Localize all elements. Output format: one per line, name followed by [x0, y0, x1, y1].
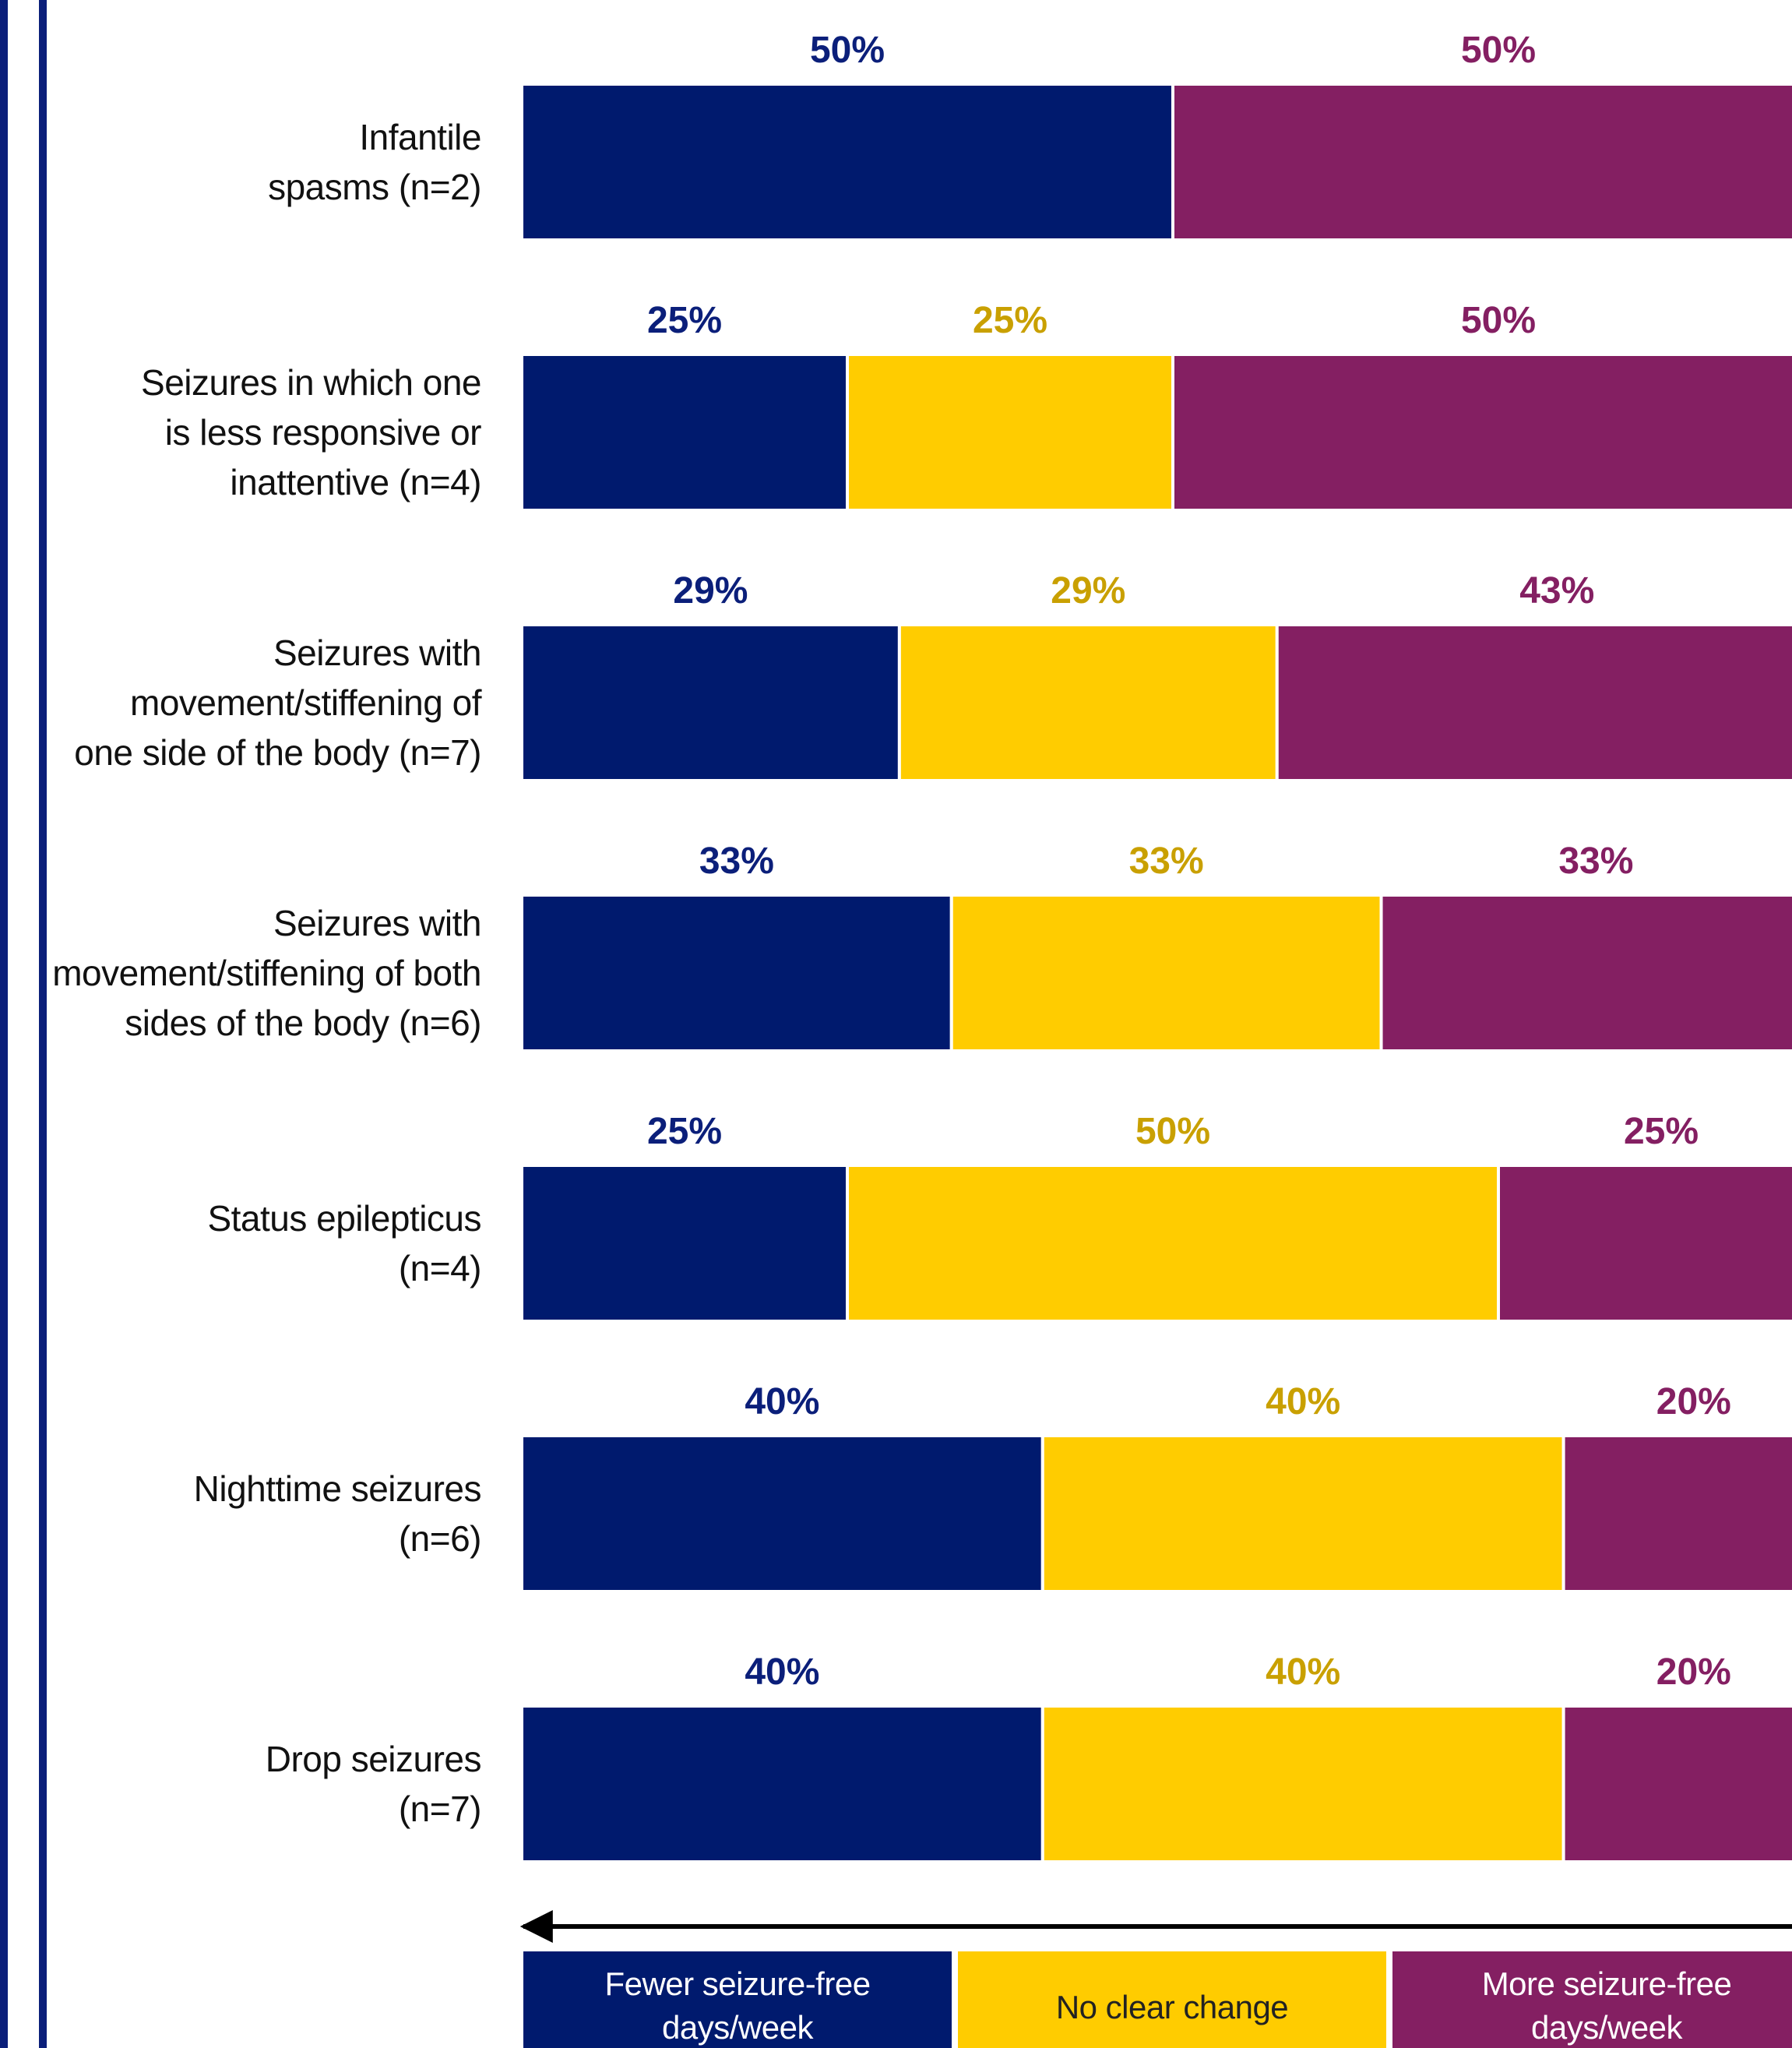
value-label-no_change: 33%: [1129, 841, 1204, 882]
bar-segment-fewer: [520, 623, 901, 782]
category-label-line: Seizures in which one: [141, 362, 481, 403]
bar-segment-no_change: [846, 353, 1174, 512]
value-label-no_change: 50%: [1135, 1111, 1210, 1152]
value-label-no_change: 25%: [973, 300, 1047, 341]
category-label-line: inattentive (n=4): [230, 462, 481, 502]
value-label-no_change: 40%: [1266, 1381, 1340, 1422]
bar-segment-no_change: [897, 623, 1279, 782]
frame-line-inner: [39, 0, 47, 2048]
bar-row: Drop seizures (n=7) 40% 40% 20%: [266, 1651, 1792, 1863]
bar-row: Infantile spasms (n=2) 50% 50%: [268, 30, 1792, 241]
category-label: Status epilepticus (n=4): [207, 1198, 481, 1288]
legend-label-more: More seizure-free days/week: [1482, 1965, 1732, 2046]
value-label-fewer: 40%: [745, 1651, 819, 1693]
value-label-fewer: 40%: [745, 1381, 819, 1422]
value-label-fewer: 25%: [647, 1111, 722, 1152]
value-label-more: 20%: [1656, 1651, 1731, 1693]
bar-segment-more: [1379, 894, 1792, 1052]
category-label-line: Seizures with: [273, 903, 481, 943]
value-label-more: 33%: [1558, 841, 1633, 882]
value-label-more: 50%: [1461, 300, 1536, 341]
category-label: Seizures with movement/stiffening of one s…: [74, 633, 481, 773]
bar-segment-fewer: [520, 894, 953, 1052]
bar-segment-more: [1561, 1434, 1792, 1593]
value-label-no_change: 29%: [1051, 570, 1125, 612]
bar-segment-more: [1171, 353, 1792, 512]
bar-segment-fewer: [520, 83, 1174, 241]
category-label-line: Drop seizures: [266, 1739, 481, 1779]
legend-label-line: No clear change: [1056, 1989, 1288, 2025]
category-label-line: movement/stiffening of both: [52, 953, 481, 993]
category-label: Seizures in which one is less responsive …: [141, 362, 481, 502]
legend-label-fewer: Fewer seizure-free days/week: [604, 1965, 870, 2046]
bar-segment-fewer: [520, 1164, 849, 1323]
value-label-more: 25%: [1624, 1111, 1699, 1152]
bar-segment-fewer: [520, 1704, 1044, 1863]
value-label-fewer: 33%: [699, 841, 774, 882]
bar-segment-fewer: [520, 353, 849, 512]
value-label-fewer: 50%: [810, 30, 885, 71]
bar-segment-fewer: [520, 1434, 1044, 1593]
value-label-fewer: 25%: [647, 300, 722, 341]
category-label-line: (n=7): [399, 1789, 481, 1829]
bar-segment-no_change: [1040, 1704, 1565, 1863]
legend-label-line: days/week: [662, 2009, 814, 2046]
value-label-more: 50%: [1461, 30, 1536, 71]
category-label-line: one side of the body (n=7): [74, 732, 481, 773]
value-label-more: 20%: [1656, 1381, 1731, 1422]
category-label-line: (n=4): [399, 1248, 481, 1288]
legend-label-line: Fewer seizure-free: [604, 1965, 870, 2002]
category-label-line: is less responsive or: [165, 412, 481, 453]
bar-row: Seizures with movement/stiffening of both…: [52, 841, 1792, 1052]
value-label-no_change: 40%: [1266, 1651, 1340, 1693]
legend-swatch-more: [1392, 1951, 1792, 2048]
category-label: Drop seizures (n=7): [266, 1739, 481, 1829]
bar-segment-more: [1275, 623, 1792, 782]
bar-row: Nighttime seizures (n=6) 40% 40% 20%: [194, 1381, 1792, 1593]
category-label: Seizures with movement/stiffening of both…: [52, 903, 481, 1043]
value-label-fewer: 29%: [673, 570, 748, 612]
bar-rows: Infantile spasms (n=2) 50% 50% Seizures in w…: [52, 30, 1792, 1863]
category-label-line: Status epilepticus: [207, 1198, 481, 1239]
category-label: Infantile spasms (n=2): [268, 117, 481, 207]
bar-segment-more: [1497, 1164, 1792, 1323]
bar-segment-more: [1561, 1704, 1792, 1863]
legend: Fewer seizure-free days/week No clear chan…: [523, 1951, 1792, 2048]
bar-row: Seizures in which one is less responsive …: [141, 300, 1792, 512]
bar-row: Status epilepticus (n=4) 25% 50% 25%: [207, 1111, 1792, 1323]
bar-row: Seizures with movement/stiffening of one s…: [74, 570, 1792, 782]
bar-segment-more: [1171, 83, 1792, 241]
category-label-line: movement/stiffening of: [130, 682, 482, 723]
value-label-more: 43%: [1519, 570, 1594, 612]
category-label-line: spasms (n=2): [268, 167, 481, 207]
category-label-line: sides of the body (n=6): [125, 1003, 481, 1043]
category-label-line: Seizures with: [273, 633, 481, 673]
legend-label-line: days/week: [1531, 2009, 1683, 2046]
frame-line-outer: [0, 0, 8, 2048]
category-label-line: Infantile: [359, 117, 481, 157]
legend-label-line: More seizure-free: [1482, 1965, 1732, 2002]
bar-segment-no_change: [1040, 1434, 1565, 1593]
legend-swatch-fewer: [523, 1951, 952, 2048]
legend-swatch-no_change: [958, 1951, 1386, 2048]
category-label-line: (n=6): [399, 1518, 481, 1559]
category-label: Nighttime seizures (n=6): [194, 1468, 481, 1559]
bar-segment-no_change: [949, 894, 1383, 1052]
category-label-line: Nighttime seizures: [194, 1468, 481, 1509]
bar-segment-no_change: [846, 1164, 1500, 1323]
legend-label-no_change: No clear change: [1056, 1989, 1288, 2025]
